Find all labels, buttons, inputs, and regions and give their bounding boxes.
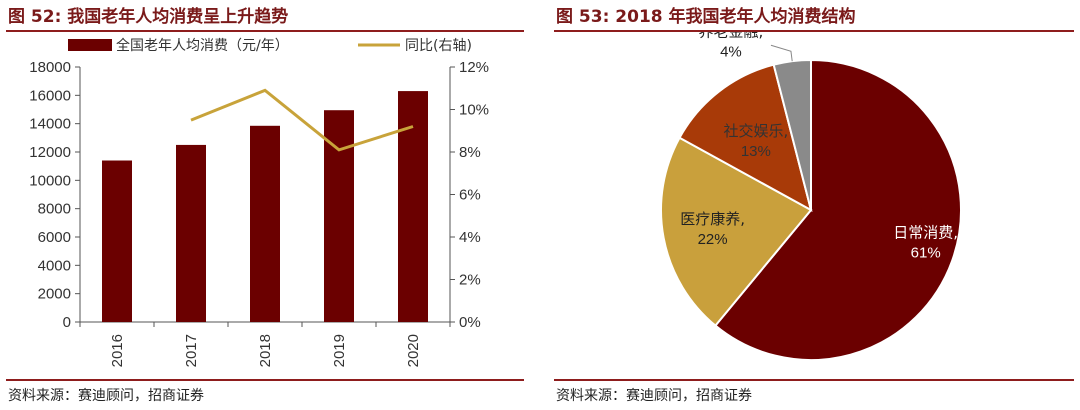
figure-52-panel: 图 52: 我国老年人均消费呈上升趋势 0 2000 4000 6000 8000 100…: [0, 0, 530, 410]
x-tick-label-2017: 2017: [183, 334, 200, 367]
y-left-tick-label: 16000: [29, 87, 71, 104]
yoy-growth-line: [190, 88, 414, 152]
pie-percent-0: 61%: [911, 244, 941, 261]
y-right-tick-label: 6%: [459, 187, 481, 204]
y-left-tick-label: 4000: [38, 257, 71, 274]
bar-2020: [398, 91, 428, 322]
x-tick-label-2018: 2018: [257, 334, 274, 367]
pie-label-2: 社交娱乐,: [723, 122, 788, 140]
pie-slice-0: [713, 58, 962, 361]
y-right-tick-label: 12%: [459, 59, 489, 76]
legend-line-label: 同比(右轴): [405, 38, 472, 54]
y-right-tick-label: 2%: [459, 272, 481, 289]
title-rule: [6, 30, 524, 32]
y-left-tick-label: 12000: [29, 144, 71, 161]
bar-line-chart: 0 2000 4000 6000 8000 10000 12000 14000 16000 180…: [29, 37, 489, 367]
bar-2017: [176, 144, 206, 322]
y-right-tick-label: 4%: [459, 229, 481, 246]
pie-label-3: 养老金融,: [699, 32, 764, 40]
legend-bar-swatch: [68, 39, 112, 51]
pie-label-0: 日常消费,: [893, 223, 958, 241]
pie-label-1: 医疗康养,: [680, 210, 745, 228]
y-left-tick-label: 18000: [29, 59, 71, 76]
x-tick-label-2020: 2020: [405, 334, 422, 367]
figure-52-title: 图 52: 我国老年人均消费呈上升趋势: [8, 7, 289, 27]
y-left-tick-label: 8000: [38, 201, 71, 218]
figure-53-panel: 图 53: 2018 年我国老年人均消费结构 日常消费, 61% 医疗康养, 22% 社…: [548, 0, 1080, 410]
pie-leader-line: [770, 44, 793, 62]
bar-2016: [102, 160, 132, 322]
y-left-tick-label: 0: [63, 314, 71, 331]
y-left-tick-label: 10000: [29, 172, 71, 189]
pie-percent-3: 4%: [720, 43, 742, 60]
source-rule: [554, 379, 1074, 381]
y-left-tick-label: 2000: [38, 286, 71, 303]
y-left-tick-label: 14000: [29, 116, 71, 133]
pie-chart: 日常消费, 61% 医疗康养, 22% 社交娱乐, 13% 养老金融, 4%: [660, 32, 962, 361]
x-tick-label-2016: 2016: [109, 334, 126, 367]
bar-2018: [250, 125, 280, 323]
y-right-tick-label: 8%: [459, 144, 481, 161]
x-tick-label-2019: 2019: [331, 334, 348, 367]
pie-percent-1: 22%: [698, 231, 728, 248]
pie-slice-1: [660, 136, 813, 327]
figure-52-source: 资料来源：赛迪顾问，招商证券: [8, 388, 204, 404]
y-right-tick-label: 0%: [459, 314, 481, 331]
pie-slice-3: [772, 58, 812, 211]
y-left-tick-label: 6000: [38, 229, 71, 246]
figure-53-source: 资料来源：赛迪顾问，招商证券: [556, 388, 752, 404]
figure-53-title: 图 53: 2018 年我国老年人均消费结构: [556, 7, 856, 27]
legend-bar-label: 全国老年人均消费（元/年）: [116, 37, 289, 54]
pie-percent-2: 13%: [741, 143, 771, 160]
y-right-tick-label: 10%: [459, 102, 489, 119]
title-rule: [554, 30, 1074, 32]
pie-slice-2: [678, 63, 813, 212]
source-rule: [6, 379, 524, 381]
